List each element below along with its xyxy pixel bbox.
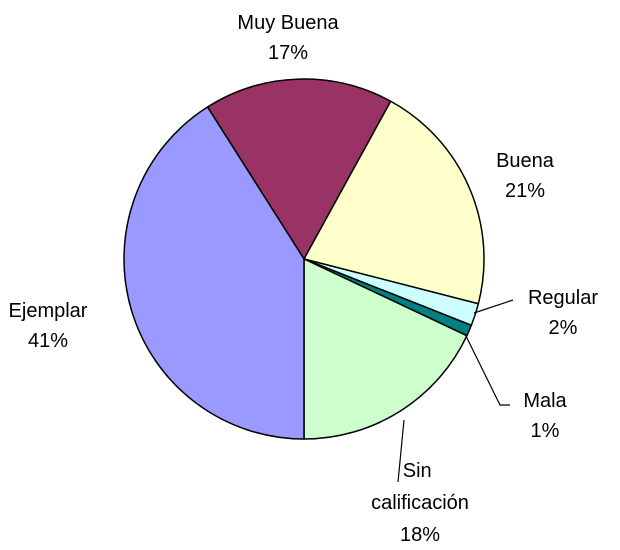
pie [123,78,485,440]
pie-slice [303,257,468,440]
value-label: 2% [549,317,578,339]
label-line: Sin [403,460,437,482]
pie-slice [206,78,392,261]
category-label: Muy Buena [237,12,339,34]
value-label: 17% [268,42,308,64]
category-label: Regular [528,287,598,309]
value-label: 1% [531,420,560,442]
value-label: 21% [505,180,545,202]
label-line: calificación [371,492,469,514]
labels: Muy Buena 17% Buena 21% Regular 2% Mala 1% Sin c… [9,12,599,546]
category-label: Ejemplar [9,300,88,322]
leader-line [397,419,405,483]
leader-line [464,333,510,406]
pie-slice [123,105,305,440]
pie-slice [302,100,485,305]
category-label: Mala [523,390,567,412]
leader-line [473,299,514,314]
category-label: Buena [496,150,555,172]
value-label: 18% [400,524,440,546]
category-label: Sin calificación [371,460,469,514]
value-label: 41% [28,330,68,352]
